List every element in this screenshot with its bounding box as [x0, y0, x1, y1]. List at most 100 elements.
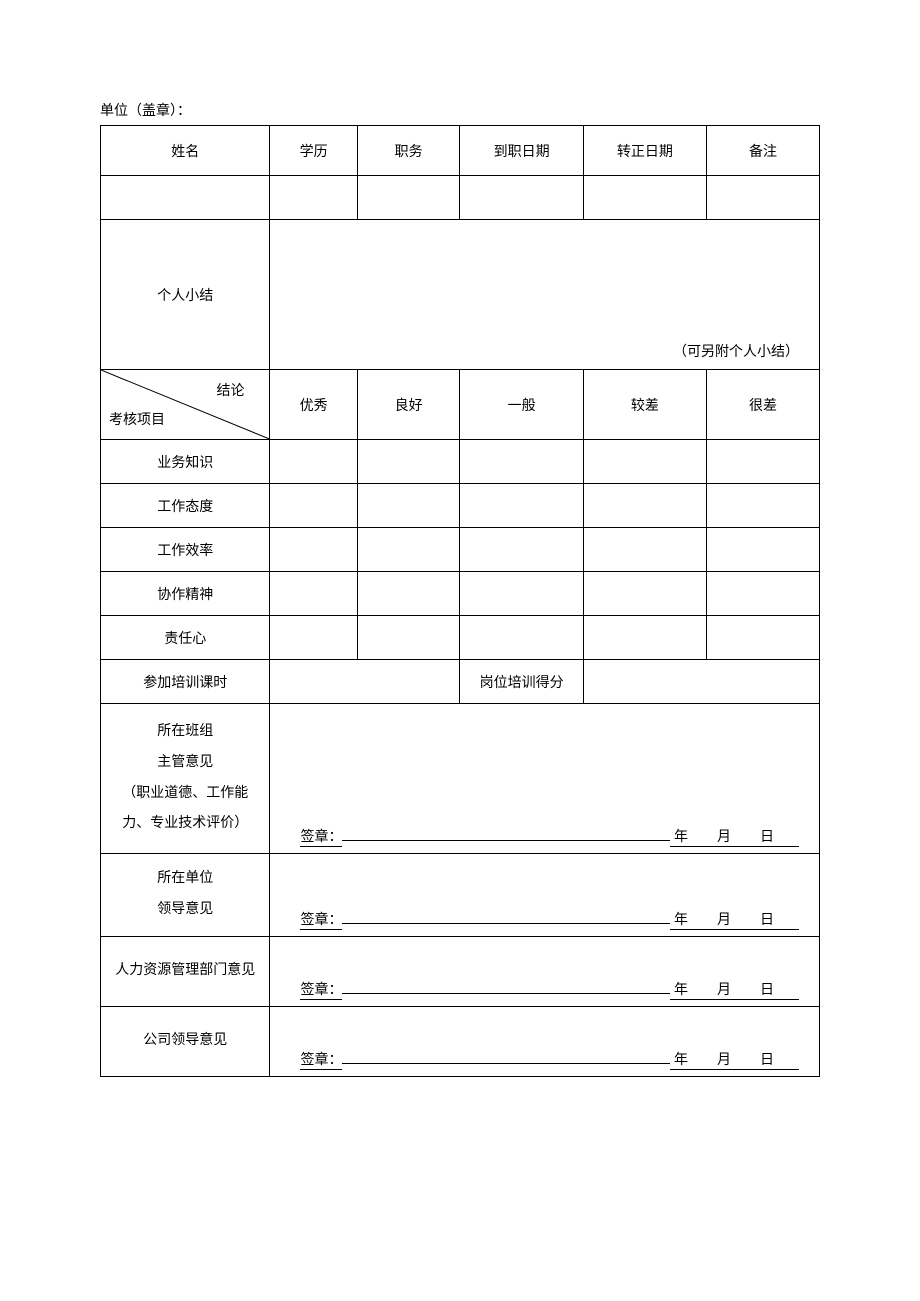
assess-label: 协作精神	[101, 572, 270, 616]
personal-summary-note: （可另附个人小结）	[673, 345, 799, 360]
opinion-content-company[interactable]: 签章： 年 月 日	[270, 1006, 820, 1076]
training-hours-label: 参加培训课时	[101, 660, 270, 704]
year-label: 年	[670, 909, 713, 930]
cell-regular-date[interactable]	[583, 176, 706, 220]
assess-label: 业务知识	[101, 440, 270, 484]
unit-seal-label: 单位（盖章）：	[100, 100, 820, 120]
diag-item: 考核项目	[109, 409, 165, 429]
col-start-date: 到职日期	[460, 126, 583, 176]
assess-label: 责任心	[101, 616, 270, 660]
col-name: 姓名	[101, 126, 270, 176]
assess-cell[interactable]	[706, 440, 819, 484]
assess-cell[interactable]	[357, 616, 460, 660]
cell-remark[interactable]	[706, 176, 819, 220]
training-score-label: 岗位培训得分	[460, 660, 583, 704]
assess-cell[interactable]	[706, 616, 819, 660]
assess-cell[interactable]	[583, 572, 706, 616]
assess-cell[interactable]	[270, 484, 357, 528]
rating-header-row: 结论 考核项目 优秀 良好 一般 较差 很差	[101, 370, 820, 440]
assess-row-3: 协作精神	[101, 572, 820, 616]
assess-cell[interactable]	[583, 528, 706, 572]
assess-row-4: 责任心	[101, 616, 820, 660]
opinion-row-company: 公司领导意见 签章： 年 月 日	[101, 1006, 820, 1076]
day-label: 日	[756, 826, 799, 847]
assess-row-2: 工作效率	[101, 528, 820, 572]
opinion-line: 公司领导意见	[106, 1026, 264, 1057]
opinion-line: 力、专业技术评价）	[106, 809, 264, 840]
year-label: 年	[670, 979, 713, 1000]
opinion-line: 主管意见	[106, 748, 264, 779]
assess-cell[interactable]	[357, 484, 460, 528]
training-hours-value[interactable]	[270, 660, 460, 704]
evaluation-form: 姓名 学历 职务 到职日期 转正日期 备注 个人小结 （可另附个人小结） 结论 …	[100, 125, 820, 1077]
assess-cell[interactable]	[583, 440, 706, 484]
assess-cell[interactable]	[583, 484, 706, 528]
opinion-label-hr: 人力资源管理部门意见	[101, 936, 270, 1006]
cell-education[interactable]	[270, 176, 357, 220]
assess-cell[interactable]	[460, 484, 583, 528]
assess-cell[interactable]	[460, 572, 583, 616]
opinion-content-hr[interactable]: 签章： 年 月 日	[270, 936, 820, 1006]
rating-excellent: 优秀	[270, 370, 357, 440]
rating-good: 良好	[357, 370, 460, 440]
assess-cell[interactable]	[357, 572, 460, 616]
assess-row-1: 工作态度	[101, 484, 820, 528]
sign-label: 签章：	[300, 979, 342, 1000]
opinion-line: 所在单位	[106, 864, 264, 895]
assess-cell[interactable]	[270, 572, 357, 616]
opinion-content-supervisor[interactable]: 签章： 年 月 日	[270, 704, 820, 854]
opinion-label-unit: 所在单位 领导意见	[101, 854, 270, 937]
assess-cell[interactable]	[357, 440, 460, 484]
year-label: 年	[670, 1049, 713, 1070]
opinion-label-company: 公司领导意见	[101, 1006, 270, 1076]
rating-very-poor: 很差	[706, 370, 819, 440]
opinion-row-supervisor: 所在班组 主管意见 （职业道德、工作能 力、专业技术评价） 签章： 年 月 日	[101, 704, 820, 854]
rating-poor: 较差	[583, 370, 706, 440]
cell-start-date[interactable]	[460, 176, 583, 220]
assess-cell[interactable]	[706, 484, 819, 528]
cell-position[interactable]	[357, 176, 460, 220]
sign-label: 签章：	[300, 826, 342, 847]
assess-row-0: 业务知识	[101, 440, 820, 484]
diag-conclusion: 结论	[216, 380, 244, 400]
data-row	[101, 176, 820, 220]
header-row: 姓名 学历 职务 到职日期 转正日期 备注	[101, 126, 820, 176]
rating-average: 一般	[460, 370, 583, 440]
assess-cell[interactable]	[583, 616, 706, 660]
col-regular-date: 转正日期	[583, 126, 706, 176]
day-label: 日	[756, 909, 799, 930]
col-education: 学历	[270, 126, 357, 176]
assess-label: 工作效率	[101, 528, 270, 572]
col-position: 职务	[357, 126, 460, 176]
assess-cell[interactable]	[460, 616, 583, 660]
personal-summary-label: 个人小结	[101, 220, 270, 370]
assess-cell[interactable]	[270, 616, 357, 660]
assess-cell[interactable]	[270, 528, 357, 572]
assess-cell[interactable]	[270, 440, 357, 484]
sign-label: 签章：	[300, 1049, 342, 1070]
month-label: 月	[713, 1049, 756, 1070]
opinion-line: （职业道德、工作能	[106, 779, 264, 810]
opinion-row-unit: 所在单位 领导意见 签章： 年 月 日	[101, 854, 820, 937]
opinion-content-unit[interactable]: 签章： 年 月 日	[270, 854, 820, 937]
assess-label: 工作态度	[101, 484, 270, 528]
month-label: 月	[713, 909, 756, 930]
cell-name[interactable]	[101, 176, 270, 220]
year-label: 年	[670, 826, 713, 847]
opinion-label-supervisor: 所在班组 主管意见 （职业道德、工作能 力、专业技术评价）	[101, 704, 270, 854]
assess-cell[interactable]	[706, 528, 819, 572]
assess-cell[interactable]	[357, 528, 460, 572]
opinion-line: 所在班组	[106, 717, 264, 748]
training-score-value[interactable]	[583, 660, 819, 704]
assess-cell[interactable]	[460, 440, 583, 484]
month-label: 月	[713, 826, 756, 847]
opinion-line: 人力资源管理部门意见	[106, 956, 264, 987]
personal-summary-content[interactable]: （可另附个人小结）	[270, 220, 820, 370]
assess-cell[interactable]	[706, 572, 819, 616]
col-remark: 备注	[706, 126, 819, 176]
assess-cell[interactable]	[460, 528, 583, 572]
opinion-line: 领导意见	[106, 895, 264, 926]
sign-label: 签章：	[300, 909, 342, 930]
diagonal-header: 结论 考核项目	[101, 370, 270, 440]
day-label: 日	[756, 1049, 799, 1070]
